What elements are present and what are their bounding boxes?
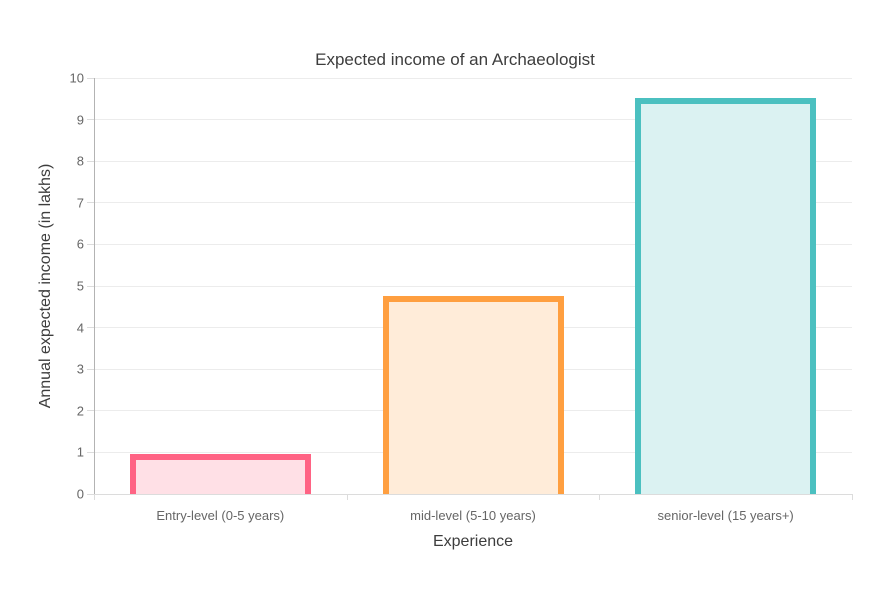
y-axis-tick (87, 243, 94, 245)
y-tick-label: 2 (76, 403, 84, 419)
gridline (94, 243, 852, 245)
x-tick-label: Entry-level (0-5 years) (156, 508, 285, 523)
x-axis-tick (599, 494, 601, 500)
y-axis-tick (87, 368, 94, 370)
bar-3[interactable] (635, 97, 817, 494)
y-tick-label: 0 (76, 486, 84, 502)
chart-title: Expected income of an Archaeologist (315, 50, 595, 69)
x-axis-tick (346, 494, 348, 500)
y-axis-tick (87, 160, 94, 162)
y-tick-label: 10 (69, 70, 84, 86)
x-axis-title: Experience (432, 533, 514, 550)
y-axis-tick (87, 77, 94, 79)
y-axis-line (94, 78, 95, 500)
y-tick-label: 1 (76, 444, 84, 460)
gridline (94, 77, 852, 79)
x-tick-label: senior-level (15 years+) (657, 508, 794, 523)
x-axis-tick (852, 494, 853, 500)
y-tick-label: 4 (76, 320, 84, 336)
gridline (94, 160, 852, 162)
gridline (94, 493, 852, 495)
gridline (94, 202, 852, 204)
y-tick-label: 5 (76, 278, 84, 294)
y-axis-tick (87, 410, 94, 412)
y-axis-tick (87, 327, 94, 329)
y-tick-label: 7 (76, 195, 84, 211)
y-axis-tick (87, 119, 94, 121)
gridline (94, 285, 852, 287)
y-axis-tick (87, 451, 94, 453)
y-tick-label: 6 (76, 236, 84, 252)
gridline (94, 119, 852, 121)
bar-1[interactable] (129, 453, 311, 494)
y-tick-label: 9 (76, 112, 84, 128)
y-tick-label: 8 (76, 153, 84, 169)
bar-2[interactable] (382, 296, 564, 494)
y-axis-tick (87, 285, 94, 287)
y-tick-label: 3 (76, 361, 84, 377)
y-axis-tick (87, 202, 94, 204)
y-axis-tick (87, 493, 94, 495)
x-tick-label: mid-level (5-10 years) (410, 508, 536, 523)
x-axis-tick (94, 494, 95, 500)
